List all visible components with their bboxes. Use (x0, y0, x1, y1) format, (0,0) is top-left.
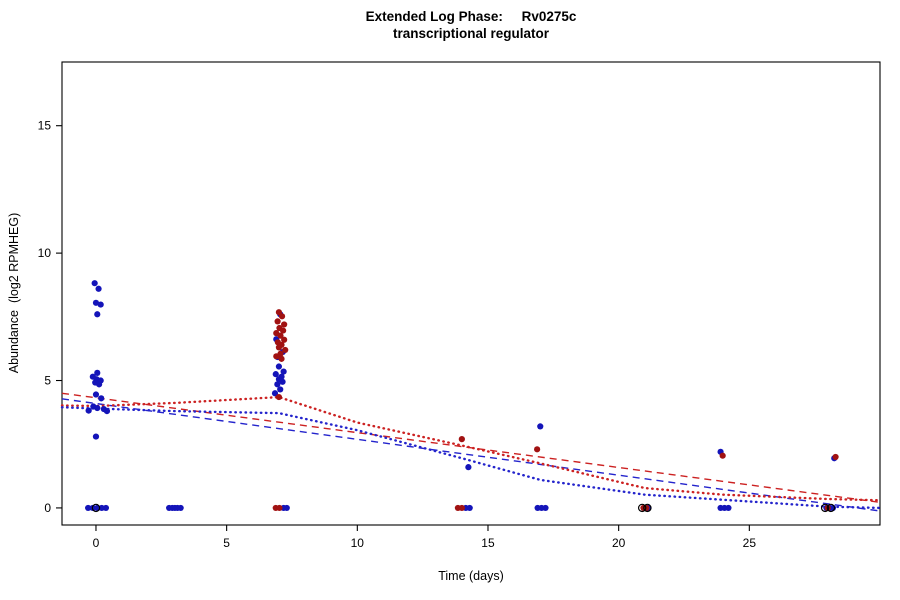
red-linear-trend-line (61, 392, 881, 504)
data-point (94, 311, 101, 318)
data-point (98, 395, 105, 402)
chart-title-line1: Extended Log Phase: Rv0275c (365, 9, 577, 24)
data-point (820, 503, 830, 513)
x-tick-label: 5 (223, 536, 230, 550)
data-point (95, 285, 102, 292)
data-point (85, 407, 92, 414)
data-point (92, 433, 100, 440)
data-point (96, 381, 103, 388)
data-point (275, 344, 283, 351)
x-tick-label: 10 (351, 536, 365, 550)
data-point (278, 355, 285, 362)
x-tick-label: 25 (743, 536, 757, 550)
data-point (85, 504, 92, 512)
data-point (281, 336, 288, 343)
data-point (275, 393, 283, 401)
data-point (97, 301, 104, 308)
data-point (279, 378, 286, 385)
chart-title-line2: transcriptional regulator (392, 26, 550, 41)
red-smooth-trend-line (60, 395, 882, 502)
data-point (282, 346, 289, 354)
data-point (277, 332, 284, 339)
data-point (92, 391, 100, 398)
data-point (537, 423, 544, 430)
data-point (271, 390, 279, 397)
data-point (103, 407, 111, 415)
data-point (283, 504, 290, 512)
y-tick-label: 5 (44, 374, 51, 388)
data-point (279, 327, 287, 334)
data-point (466, 504, 473, 512)
data-point (643, 503, 652, 513)
blue-linear-trend-line (61, 398, 881, 512)
data-point (465, 464, 472, 471)
data-point (826, 503, 836, 513)
blue-samples-series (85, 280, 838, 512)
data-point (273, 353, 280, 360)
data-point (276, 504, 283, 512)
censored-open-circles-series (91, 503, 836, 513)
data-point (725, 504, 732, 512)
x-axis-label: Time (days) (438, 569, 504, 583)
data-point (94, 404, 101, 412)
data-point (637, 503, 647, 513)
data-point (274, 318, 281, 325)
data-point (275, 363, 283, 370)
x-tick-label: 15 (481, 536, 495, 550)
data-point (274, 381, 281, 388)
data-point (458, 504, 465, 512)
data-point (177, 504, 184, 512)
data-point (542, 504, 549, 512)
red-samples-series (272, 309, 839, 512)
data-point (277, 386, 284, 393)
data-point (534, 446, 541, 453)
data-point (719, 452, 726, 459)
y-tick-label: 15 (38, 119, 52, 133)
data-point (91, 503, 101, 513)
data-point (91, 280, 98, 287)
x-tick-label: 0 (93, 536, 100, 550)
data-point (458, 436, 465, 443)
plot-border (61, 61, 881, 526)
data-point (280, 368, 287, 375)
chart-title: Extended Log Phase: Rv0275c transcriptio… (62, 8, 880, 42)
data-point (94, 369, 101, 376)
data-point (272, 371, 279, 378)
x-tick-label: 20 (612, 536, 626, 550)
data-point (92, 299, 100, 306)
data-point (832, 453, 839, 461)
data-point (281, 321, 288, 328)
y-tick-label: 0 (44, 501, 51, 515)
y-tick-label: 10 (38, 246, 52, 260)
data-point (278, 313, 286, 320)
data-point (102, 504, 110, 512)
blue-smooth-trend-line (60, 406, 882, 510)
